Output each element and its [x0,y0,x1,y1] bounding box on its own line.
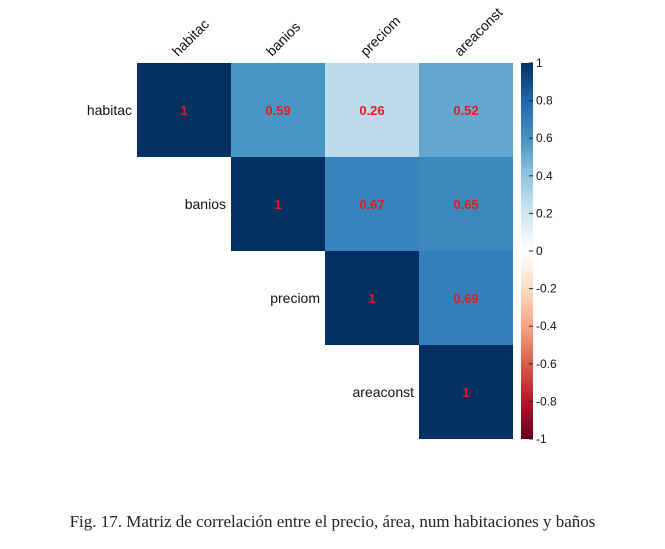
row-label: areaconst [353,384,415,400]
correlation-matrix-chart: 1 0.59 0.26 0.52 1 0.67 0.65 1 0.69 1 habitac banio… [87,4,557,446]
colorbar-tick-label: -0.4 [536,319,557,333]
cell-habitac-areaconst [419,63,513,157]
colorbar-tick-label: 0.4 [536,169,553,183]
column-label: banios [263,19,303,59]
cell-banios-areaconst [419,157,513,251]
colorbar-tick-label: 0.2 [536,206,553,220]
cell-banios-banios [231,157,325,251]
row-label: habitac [87,102,132,118]
column-label: habitac [169,16,212,59]
colorbar-tick-label: -0.2 [536,282,557,296]
cell-value-label: 1 [368,291,375,306]
colorbar [521,63,533,439]
cell-banios-preciom [325,157,419,251]
cell-habitac-banios [231,63,325,157]
cell-value-label: 0.65 [453,197,478,212]
colorbar-tick-label: 0.8 [536,94,553,108]
colorbar-tick-label: -0.8 [536,394,557,408]
column-label: areaconst [451,4,506,59]
cell-value-label: 0.26 [359,103,384,118]
cell-areaconst-areaconst [419,345,513,439]
cell-value-label: 0.67 [359,197,384,212]
colorbar-tick-label: 1 [536,56,543,70]
cell-preciom-areaconst [419,251,513,345]
cell-habitac-preciom [325,63,419,157]
colorbar-tick-label: 0 [536,244,543,258]
colorbar-tick-label: -0.6 [536,357,557,371]
column-label: preciom [357,13,404,60]
cell-value-label: 1 [274,197,281,212]
figure-caption: Fig. 17. Matriz de correlación entre el … [69,512,596,531]
cell-preciom-preciom [325,251,419,345]
cell-value-label: 0.59 [265,103,290,118]
cell-habitac-habitac [137,63,231,157]
cell-value-label: 1 [462,385,469,400]
colorbar-tick-label: -1 [536,432,547,446]
colorbar-tick-label: 0.6 [536,131,553,145]
row-label: preciom [270,290,320,306]
cell-value-label: 1 [180,103,187,118]
row-label: banios [185,196,226,212]
cell-value-label: 0.69 [453,291,478,306]
cell-value-label: 0.52 [453,103,478,118]
